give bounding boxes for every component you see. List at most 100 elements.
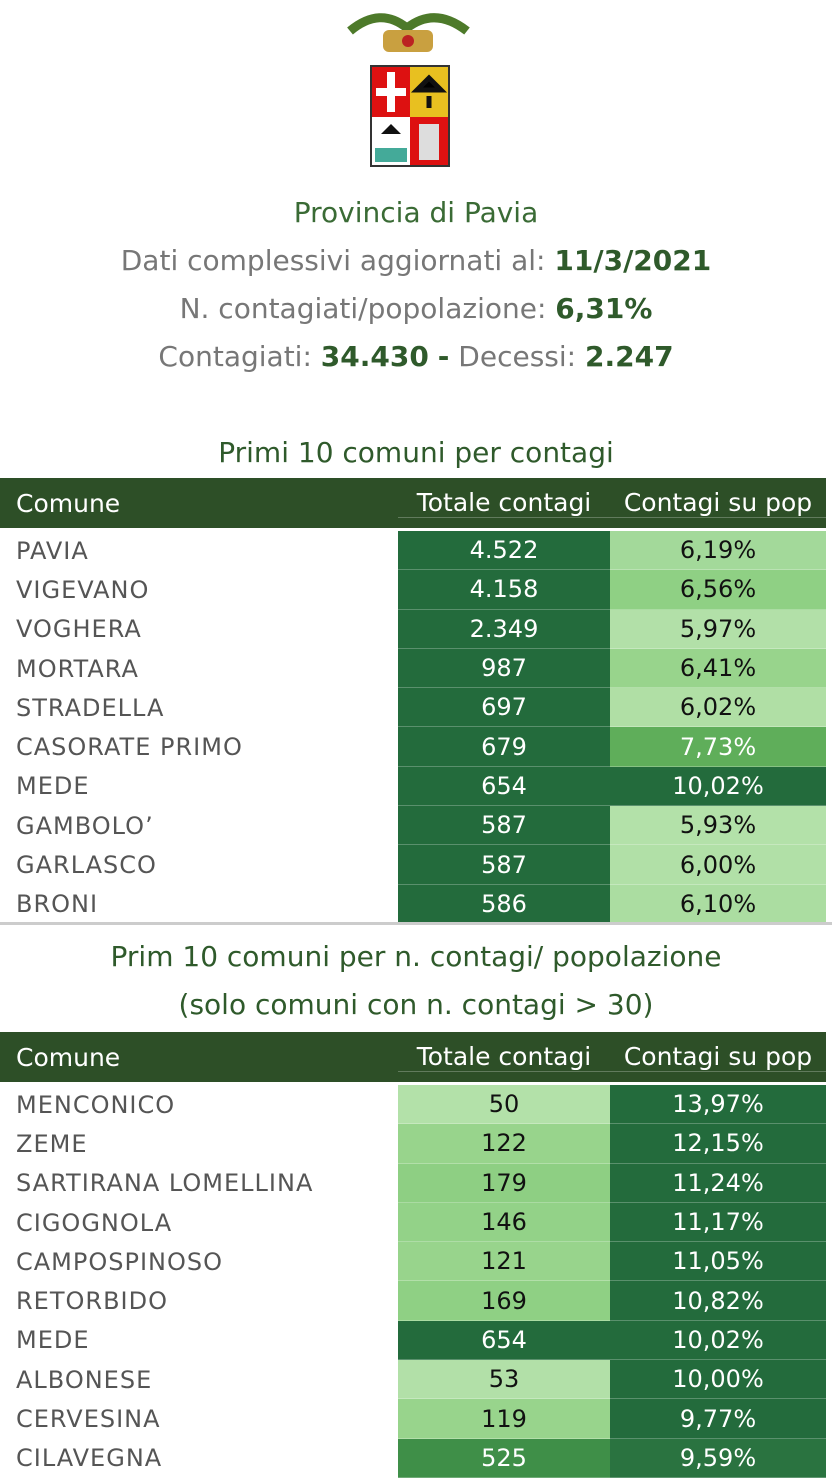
cell-value: 6,19%	[610, 531, 826, 571]
comune: GARLASCO	[16, 851, 157, 880]
crest	[347, 13, 470, 167]
cell-value: 5,93%	[610, 806, 826, 846]
cell-value: 6,00%	[610, 845, 826, 885]
header-value: 11/3/2021	[554, 244, 712, 277]
header-label: Decessi:	[458, 340, 577, 373]
table-header: Comune Totale contagi Contagi su pop	[0, 1032, 826, 1082]
table-row: ZEME 122 12,15%	[0, 1124, 826, 1164]
header-line: Dati complessivi aggiornati al: 11/3/202…	[0, 244, 832, 277]
comune: ALBONESE	[16, 1365, 153, 1394]
cell-value: 10,02%	[610, 766, 826, 807]
comune: RETORBIDO	[16, 1287, 168, 1316]
column-header: Contagi su pop	[610, 1042, 826, 1072]
cell-value: 10,02%	[610, 1320, 826, 1361]
cell-value: 525	[398, 1438, 610, 1478]
table-title: (solo comuni con n. contagi > 30)	[178, 988, 654, 1021]
cell-value: 679	[398, 727, 610, 767]
cell-value: 587	[398, 806, 610, 846]
cell-value: 586	[398, 884, 610, 924]
cell-value: 4.158	[398, 570, 610, 610]
table-row: VIGEVANO 4.158 6,56%	[0, 570, 826, 610]
table-row: BRONI 586 6,10%	[0, 884, 826, 924]
cell-value: 10,00%	[610, 1360, 826, 1400]
column-header: Totale contagi	[398, 488, 610, 518]
table-row: MORTARA 987 6,41%	[0, 648, 826, 689]
comune: VOGHERA	[16, 615, 142, 644]
table: Comune Totale contagi Contagi su pop MENCON…	[0, 1032, 826, 1478]
column-header: Comune	[16, 1042, 121, 1072]
cell-value: 11,24%	[610, 1163, 826, 1203]
comune: MENCONICO	[16, 1090, 176, 1119]
header-title: Provincia di Pavia	[293, 196, 539, 229]
comune: CAMPOSPINOSO	[16, 1247, 223, 1276]
comune: PAVIA	[16, 536, 89, 565]
table-row: PAVIA 4.522 6,19%	[0, 531, 826, 571]
cell-value: 13,97%	[610, 1085, 826, 1125]
comune: MEDE	[16, 1326, 90, 1355]
column-header: Totale contagi	[398, 1042, 610, 1072]
cell-value: 11,05%	[610, 1242, 826, 1282]
cell-value: 9,59%	[610, 1438, 826, 1478]
table-row: SARTIRANA LOMELLINA 179 11,24%	[0, 1163, 826, 1203]
header-label: Contagiati:	[158, 340, 312, 373]
cell-value: 6,02%	[610, 688, 826, 728]
header-value: -	[437, 340, 450, 373]
comune: CASORATE PRIMO	[16, 733, 243, 762]
header-label: Dati complessivi aggiornati al:	[120, 244, 546, 277]
table-header: Comune Totale contagi Contagi su pop	[0, 478, 826, 528]
table-row: GAMBOLO’ 587 5,93%	[0, 806, 826, 846]
header-label: N. contagiati/popolazione:	[179, 292, 547, 325]
cell-value: 2.349	[398, 609, 610, 649]
table-row: CIGOGNOLA 146 11,17%	[0, 1202, 826, 1243]
table-row: ALBONESE 53 10,00%	[0, 1360, 826, 1400]
cell-value: 10,82%	[610, 1281, 826, 1321]
comune: CILAVEGNA	[16, 1444, 163, 1473]
cell-value: 6,10%	[610, 884, 826, 924]
table-row: VOGHERA 2.349 5,97%	[0, 609, 826, 649]
cell-value: 179	[398, 1163, 610, 1203]
cell-value: 654	[398, 1320, 610, 1361]
table-row: CILAVEGNA 525 9,59%	[0, 1438, 826, 1478]
cell-value: 121	[398, 1242, 610, 1282]
column-header: Comune	[16, 488, 121, 518]
cell-value: 50	[398, 1085, 610, 1125]
column-header: Contagi su pop	[610, 488, 826, 518]
header-line: Contagiati: 34.430 - Decessi: 2.247	[0, 340, 832, 373]
cell-value: 5,97%	[610, 609, 826, 649]
table-row: CERVESINA 119 9,77%	[0, 1399, 826, 1439]
table-row: CAMPOSPINOSO 121 11,05%	[0, 1242, 826, 1282]
table-title: Primi 10 comuni per contagi	[218, 436, 614, 469]
comune: BRONI	[16, 890, 99, 919]
comune: CERVESINA	[16, 1405, 161, 1434]
table: Comune Totale contagi Contagi su pop PAVIA 4…	[0, 478, 826, 924]
cell-value: 987	[398, 648, 610, 689]
comune: GAMBOLO’	[16, 811, 154, 840]
header-value: 6,31%	[555, 292, 653, 325]
cell-value: 4.522	[398, 531, 610, 571]
table-row: RETORBIDO 169 10,82%	[0, 1281, 826, 1321]
cell-value: 169	[398, 1281, 610, 1321]
comune: MORTARA	[16, 654, 139, 683]
cell-value: 9,77%	[610, 1399, 826, 1439]
header-value: 34.430	[320, 340, 429, 373]
cell-value: 587	[398, 845, 610, 885]
comune: VIGEVANO	[16, 575, 150, 604]
table-row: MENCONICO 50 13,97%	[0, 1085, 826, 1125]
cell-value: 6,56%	[610, 570, 826, 610]
cell-value: 697	[398, 688, 610, 728]
cell-value: 11,17%	[610, 1202, 826, 1243]
separator	[0, 922, 832, 925]
comune: ZEME	[16, 1129, 88, 1158]
table-row: CASORATE PRIMO 679 7,73%	[0, 727, 826, 767]
header-value: 2.247	[585, 340, 674, 373]
cell-value: 654	[398, 766, 610, 807]
table-title: Prim 10 comuni per n. contagi/ popolazio…	[110, 940, 722, 973]
comune: SARTIRANA LOMELLINA	[16, 1169, 314, 1198]
table-row: MEDE 654 10,02%	[0, 766, 826, 807]
cell-value: 146	[398, 1202, 610, 1243]
comune: STRADELLA	[16, 693, 165, 722]
cell-value: 6,41%	[610, 648, 826, 689]
header-line: N. contagiati/popolazione: 6,31%	[0, 292, 832, 325]
table-row: STRADELLA 697 6,02%	[0, 688, 826, 728]
